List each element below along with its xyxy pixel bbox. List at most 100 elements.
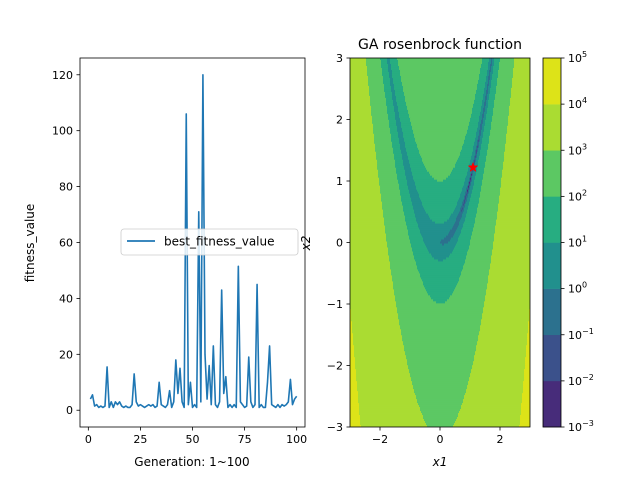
contour-cell (466, 391, 524, 394)
contour-cell (469, 177, 471, 181)
contour-cell (468, 381, 524, 384)
contour-cell (463, 203, 465, 206)
contour-cell (409, 235, 423, 238)
contour-cell (483, 311, 530, 314)
contour-cell (394, 155, 403, 159)
contour-cell (490, 263, 530, 266)
contour-cell (415, 137, 466, 141)
contour-cell (351, 309, 398, 312)
contour-cell (473, 187, 482, 191)
contour-cell (477, 151, 481, 155)
contour-cell (498, 75, 514, 79)
contour-cell (409, 115, 472, 119)
contour-cell (451, 171, 468, 175)
contour-cell (523, 389, 530, 392)
contour-cell (350, 241, 388, 244)
contour-cell (356, 379, 412, 382)
contour-cell (478, 147, 482, 151)
contour-cell (527, 343, 530, 346)
contour-cell (398, 135, 404, 139)
contour-cell (513, 73, 530, 77)
contour-cell (478, 159, 487, 163)
contour-cell (430, 217, 450, 220)
contour-cell (481, 147, 489, 151)
contour-cell (482, 179, 502, 183)
contour-cell (350, 353, 355, 356)
y-tick-label: 100 (52, 125, 73, 138)
contour-cell (406, 223, 419, 226)
contour-cell (396, 171, 406, 175)
contour-cell (350, 183, 380, 187)
contour-cell (350, 245, 388, 248)
contour-cell (350, 387, 358, 390)
contour-cell (384, 85, 392, 89)
contour-cell (470, 373, 525, 376)
contour-cell (350, 221, 385, 224)
contour-cell (428, 249, 454, 252)
contour-cell (521, 409, 530, 412)
contour-cell (350, 161, 378, 165)
contour-cell (494, 105, 510, 109)
contour-cell (483, 117, 487, 121)
contour-cell (393, 285, 425, 288)
contour-cell (419, 405, 462, 408)
contour-cell (496, 85, 513, 89)
contour-cell (457, 201, 463, 204)
contour-cell (458, 213, 463, 216)
contour-cell (350, 363, 356, 366)
contour-cell (488, 281, 530, 284)
contour-cell (478, 203, 499, 206)
contour-cell (460, 153, 473, 157)
contour-cell (377, 163, 396, 167)
contour-cell (507, 125, 530, 129)
y-tick-label: 2 (336, 114, 343, 127)
contour-cell (370, 95, 386, 99)
contour-cell (415, 393, 466, 396)
contour-cell (497, 217, 530, 220)
contour-cell (529, 311, 530, 314)
contour-cell (488, 101, 495, 105)
contour-cell (466, 389, 524, 392)
contour-cell (358, 393, 416, 396)
contour-cell (461, 205, 466, 208)
contour-cell (350, 95, 371, 99)
contour-cell (468, 195, 472, 199)
contour-cell (350, 67, 368, 71)
contour-cell (380, 58, 388, 61)
contour-cell (414, 209, 426, 212)
contour-cell (366, 61, 382, 65)
contour-cell (476, 347, 527, 350)
contour-cell (468, 383, 524, 386)
contour-cell (460, 409, 522, 412)
contour-cell (381, 59, 388, 63)
contour-cell (482, 99, 486, 103)
contour-cell (358, 401, 418, 404)
contour-cell (478, 149, 481, 153)
y-tick-label: 60 (59, 237, 73, 250)
contour-cell (413, 175, 433, 179)
contour-cell (475, 139, 478, 143)
contour-cell (394, 293, 429, 296)
contour-cell (479, 117, 483, 121)
colorbar-segment (543, 288, 561, 336)
contour-cell (463, 223, 475, 226)
contour-cell (350, 273, 392, 276)
contour-cell (457, 283, 488, 286)
contour-cell (520, 419, 530, 422)
contour-cell (465, 201, 467, 204)
y-tick-label: 3 (336, 52, 343, 65)
contour-cell (479, 331, 529, 334)
contour-cell (350, 81, 369, 85)
contour-cell (483, 93, 487, 97)
contour-cell (409, 369, 472, 372)
contour-cell (414, 135, 466, 139)
contour-cell (496, 89, 512, 93)
contour-cell (521, 413, 530, 416)
contour-cell (463, 225, 475, 228)
contour-cell (350, 247, 389, 250)
contour-cell (407, 181, 416, 185)
contour-cell (426, 211, 454, 214)
contour-cell (424, 207, 456, 210)
contour-cell (380, 187, 400, 191)
contour-cell (375, 145, 393, 149)
